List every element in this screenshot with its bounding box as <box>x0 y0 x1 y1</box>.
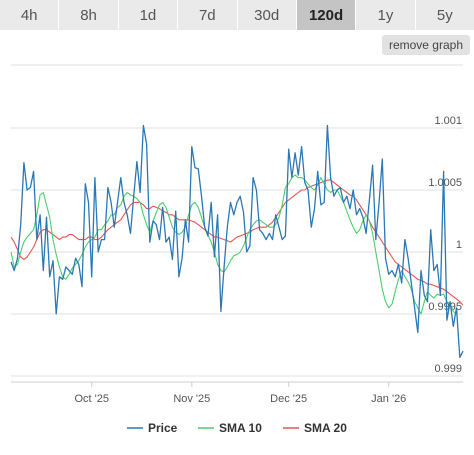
x-tick-label: Oct '25 <box>74 393 109 405</box>
y-tick-label: 1.001 <box>434 115 462 127</box>
range-7d-button[interactable]: 7d <box>178 0 238 30</box>
x-tick-label: Dec '25 <box>270 393 307 405</box>
y-tick-label: 0.999 <box>434 363 462 375</box>
y-tick-label: 0.9995 <box>428 301 462 313</box>
legend-label-sma-20: SMA 20 <box>304 421 347 435</box>
series-line-sma-10 <box>10 174 457 315</box>
range-selector: 4h 8h 1d 7d 30d 120d 1y 5y <box>0 0 474 30</box>
range-30d-button[interactable]: 30d <box>237 0 297 30</box>
x-tick-label: Jan '26 <box>371 393 406 405</box>
legend-label-sma-10: SMA 10 <box>219 421 262 435</box>
x-tick-label: Nov '25 <box>173 393 210 405</box>
legend-label-price: Price <box>148 421 178 435</box>
y-tick-label: 1 <box>456 239 462 251</box>
range-1y-button[interactable]: 1y <box>356 0 416 30</box>
y-tick-label: 1.0005 <box>428 177 462 189</box>
series-line-sma-20 <box>10 179 464 306</box>
range-4h-button[interactable]: 4h <box>0 0 60 30</box>
range-1d-button[interactable]: 1d <box>118 0 179 30</box>
range-120d-button[interactable]: 120d <box>296 0 357 30</box>
series-line-price <box>10 124 464 359</box>
remove-graph-button[interactable]: remove graph <box>381 35 470 55</box>
range-5y-button[interactable]: 5y <box>415 0 474 30</box>
range-8h-button[interactable]: 8h <box>59 0 119 30</box>
